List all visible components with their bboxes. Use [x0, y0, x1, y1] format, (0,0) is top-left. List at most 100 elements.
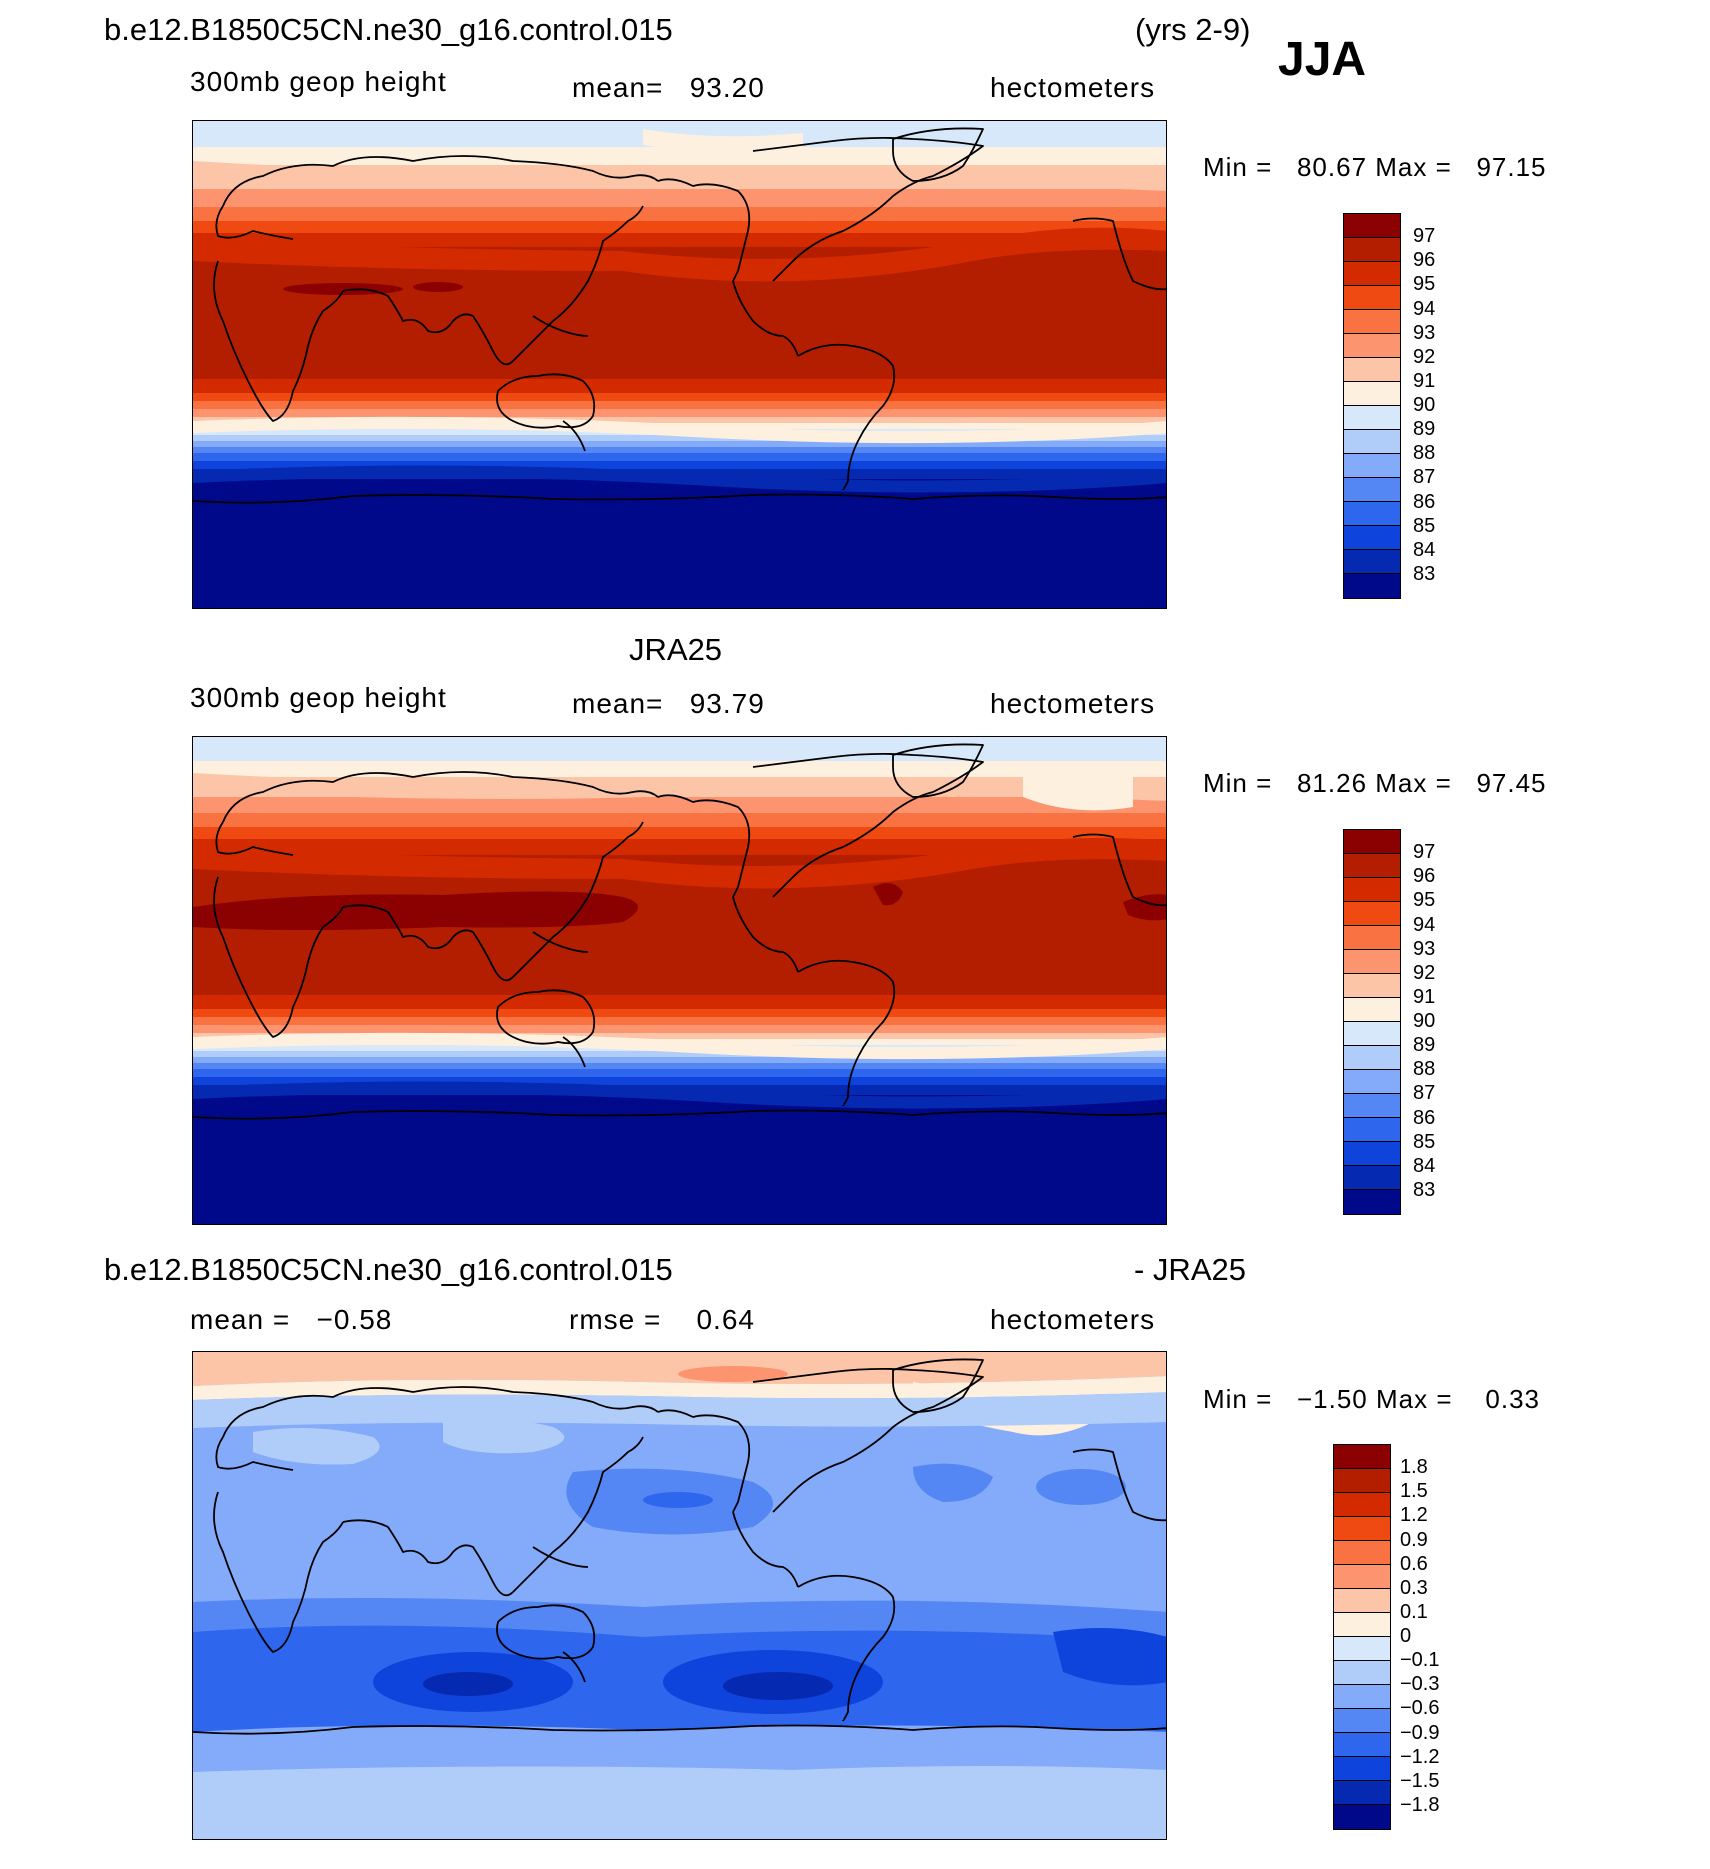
colorbar-swatch — [1344, 1166, 1400, 1190]
colorbar-swatch — [1344, 1094, 1400, 1118]
colorbar-tick-label: 92 — [1413, 345, 1436, 368]
colorbar-tick-label: 1.2 — [1400, 1504, 1428, 1527]
colorbar-tick-label: −1.8 — [1400, 1793, 1440, 1816]
panel2-variable: 300mb geop height — [190, 682, 447, 713]
colorbar-tick-label: 0 — [1400, 1625, 1412, 1647]
panel1-variable: 300mb geop height — [190, 66, 447, 97]
colorbar-swatch — [1344, 382, 1400, 406]
colorbar-swatch — [1344, 974, 1400, 998]
colorbar-tick-label: −0.9 — [1400, 1721, 1440, 1744]
colorbar-swatch — [1334, 1469, 1390, 1493]
colorbar-tick-label: 1.5 — [1400, 1480, 1428, 1503]
colorbar-swatch — [1344, 926, 1400, 950]
colorbar-swatch — [1334, 1733, 1390, 1757]
colorbar-swatch — [1334, 1709, 1390, 1733]
panel3-minmax: Min = −1.50 Max = 0.33 — [1203, 1384, 1541, 1414]
panel3-contour-map — [193, 1352, 1166, 1839]
colorbar-tick-label: 95 — [1413, 889, 1436, 912]
case-title: b.e12.B1850C5CN.ne30_g16.control.015 — [104, 12, 673, 47]
colorbar-swatch — [1344, 334, 1400, 358]
colorbar-tick-label: 85 — [1413, 514, 1436, 537]
colorbar-tick-label: 85 — [1413, 1130, 1436, 1153]
colorbar-tick-label: 95 — [1413, 273, 1436, 296]
colorbar-swatch — [1344, 574, 1400, 598]
panel1-units: hectometers — [990, 72, 1156, 103]
colorbar-swatch — [1334, 1589, 1390, 1613]
colorbar-swatch — [1344, 502, 1400, 526]
colorbar-swatch — [1334, 1781, 1390, 1805]
panel3-title-suffix: - JRA25 — [1134, 1252, 1246, 1287]
colorbar-swatch — [1344, 1022, 1400, 1046]
panel2-units: hectometers — [990, 688, 1156, 719]
colorbar-swatch — [1344, 478, 1400, 502]
colorbar-tick-label: 1.8 — [1400, 1456, 1428, 1479]
colorbar-swatch — [1344, 1190, 1400, 1214]
colorbar-tick-label: 83 — [1413, 1178, 1436, 1201]
colorbar-tick-label: 87 — [1413, 1082, 1436, 1105]
colorbar-swatch — [1344, 238, 1400, 262]
colorbar-tick-label: 90 — [1413, 394, 1436, 416]
colorbar-swatch — [1344, 1046, 1400, 1070]
years-label: (yrs 2-9) — [1135, 12, 1251, 47]
colorbar-swatch — [1344, 1070, 1400, 1094]
colorbar-tick-label: −1.5 — [1400, 1769, 1440, 1792]
colorbar-swatch — [1334, 1493, 1390, 1517]
colorbar-tick-label: 93 — [1413, 937, 1436, 960]
panel1-minmax: Min = 80.67 Max = 97.15 — [1203, 152, 1547, 182]
panel2-contour-map — [193, 737, 1166, 1224]
colorbar-swatch — [1344, 286, 1400, 310]
colorbar-tick-label: 83 — [1413, 562, 1436, 585]
colorbar-tick-label: 90 — [1413, 1010, 1436, 1032]
colorbar-swatch — [1334, 1445, 1390, 1469]
colorbar-swatch — [1344, 998, 1400, 1022]
colorbar-tick-label: 89 — [1413, 1034, 1436, 1057]
panel3-units: hectometers — [990, 1304, 1156, 1335]
panel2-map — [192, 736, 1167, 1225]
colorbar-tick-label: 92 — [1413, 961, 1436, 984]
colorbar-swatch — [1334, 1805, 1390, 1829]
colorbar-tick-label: 94 — [1413, 913, 1436, 936]
colorbar-swatch — [1334, 1757, 1390, 1781]
colorbar-tick-label: 97 — [1413, 225, 1436, 248]
panel2-colorbar — [1343, 829, 1401, 1215]
colorbar-tick-label: 0.9 — [1400, 1528, 1428, 1551]
colorbar-swatch — [1334, 1541, 1390, 1565]
colorbar-tick-label: 94 — [1413, 297, 1436, 320]
colorbar-tick-label: −0.1 — [1400, 1649, 1440, 1672]
colorbar-swatch — [1344, 1142, 1400, 1166]
colorbar-tick-label: 88 — [1413, 442, 1436, 465]
colorbar-tick-label: −1.2 — [1400, 1745, 1440, 1768]
colorbar-tick-label: 91 — [1413, 369, 1436, 392]
field-bands — [193, 737, 1166, 1224]
colorbar-swatch — [1334, 1613, 1390, 1637]
colorbar-swatch — [1334, 1637, 1390, 1661]
colorbar-swatch — [1344, 854, 1400, 878]
panel3-rmse: rmse = 0.64 — [569, 1304, 755, 1335]
colorbar-swatch — [1344, 526, 1400, 550]
panel1-map — [192, 120, 1167, 609]
colorbar-swatch — [1334, 1517, 1390, 1541]
panel3-mean: mean = −0.58 — [190, 1304, 393, 1335]
colorbar-swatch — [1344, 454, 1400, 478]
colorbar-swatch — [1344, 1118, 1400, 1142]
colorbar-swatch — [1344, 262, 1400, 286]
colorbar-swatch — [1344, 950, 1400, 974]
colorbar-swatch — [1344, 430, 1400, 454]
colorbar-tick-label: 87 — [1413, 466, 1436, 489]
panel1-colorbar — [1343, 213, 1401, 599]
colorbar-tick-label: 97 — [1413, 841, 1436, 864]
colorbar-swatch — [1334, 1661, 1390, 1685]
coastlines — [193, 743, 1166, 1120]
colorbar-swatch — [1334, 1685, 1390, 1709]
colorbar-tick-label: −0.3 — [1400, 1673, 1440, 1696]
panel2-title: JRA25 — [629, 632, 723, 667]
colorbar-tick-label: 0.3 — [1400, 1576, 1428, 1599]
colorbar-tick-label: 86 — [1413, 490, 1436, 513]
colorbar-swatch — [1344, 830, 1400, 854]
panel3-map — [192, 1351, 1167, 1840]
colorbar-tick-label: −0.6 — [1400, 1697, 1440, 1720]
panel1-mean: mean= 93.20 — [572, 72, 765, 103]
colorbar-swatch — [1344, 310, 1400, 334]
colorbar-tick-label: 84 — [1413, 1154, 1436, 1177]
panel2-minmax: Min = 81.26 Max = 97.45 — [1203, 768, 1547, 798]
